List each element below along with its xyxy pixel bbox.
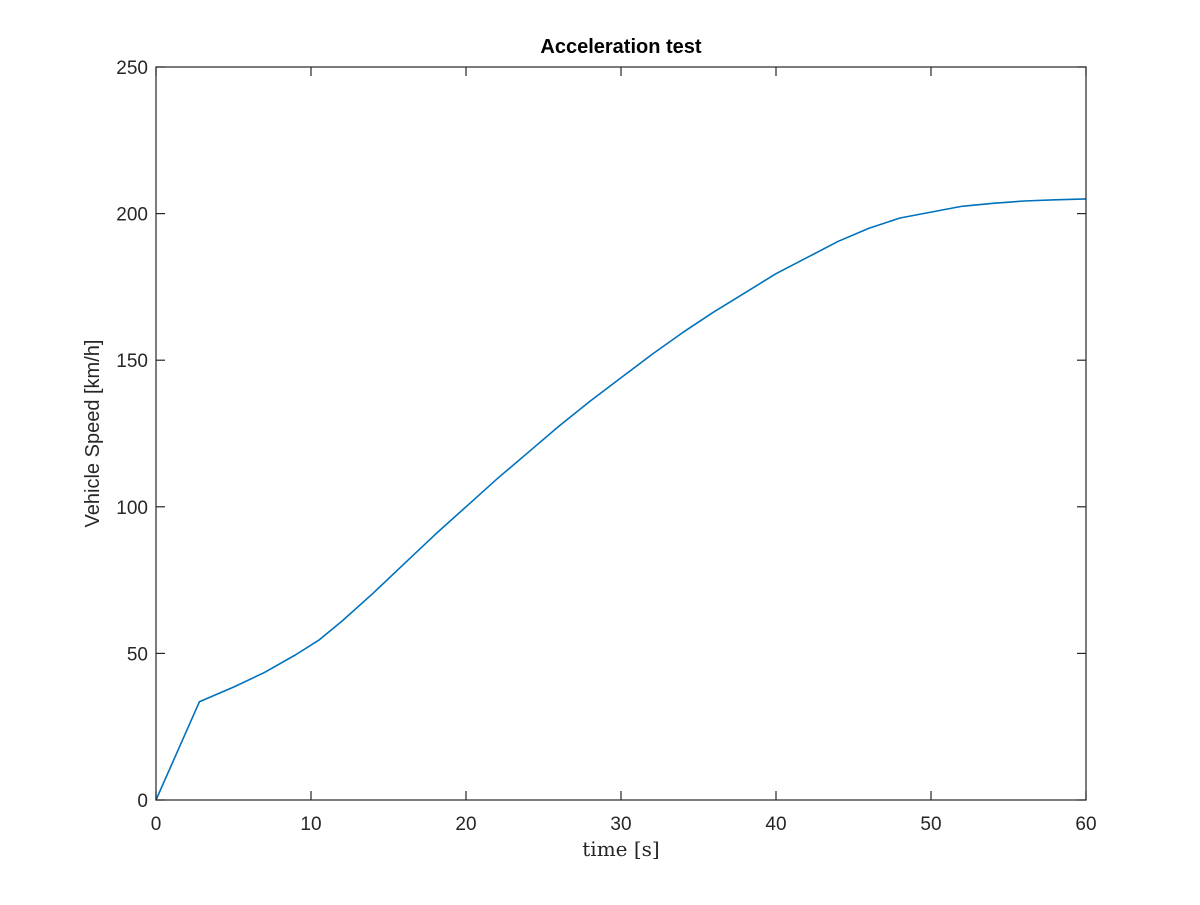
y-tick-label: 200 xyxy=(116,205,148,226)
x-tick-label: 60 xyxy=(1075,814,1096,835)
y-tick-label: 50 xyxy=(127,644,148,665)
x-tick-label: 0 xyxy=(151,814,162,835)
x-tick-label: 10 xyxy=(300,814,321,835)
y-tick-label: 150 xyxy=(116,351,148,372)
x-tick-label: 40 xyxy=(765,814,786,835)
series-line xyxy=(155,198,1087,801)
y-tick-label: 0 xyxy=(137,791,148,812)
axis-ticks: 0 10 20 30 40 50 60 0 50 100 150 200 250 xyxy=(116,58,1096,835)
x-tick-label: 30 xyxy=(610,814,631,835)
plot-marks xyxy=(155,198,1087,801)
x-tick-label: 20 xyxy=(455,814,476,835)
x-tick-label: 50 xyxy=(920,814,941,835)
x-axis-label: time [s] xyxy=(582,837,659,861)
y-tick-label: 250 xyxy=(116,58,148,79)
chart-title: Acceleration test xyxy=(540,36,702,58)
axes-box xyxy=(155,66,1087,801)
y-axis-label: Vehicle Speed [km/h] xyxy=(82,340,104,528)
y-tick-label: 100 xyxy=(116,498,148,519)
